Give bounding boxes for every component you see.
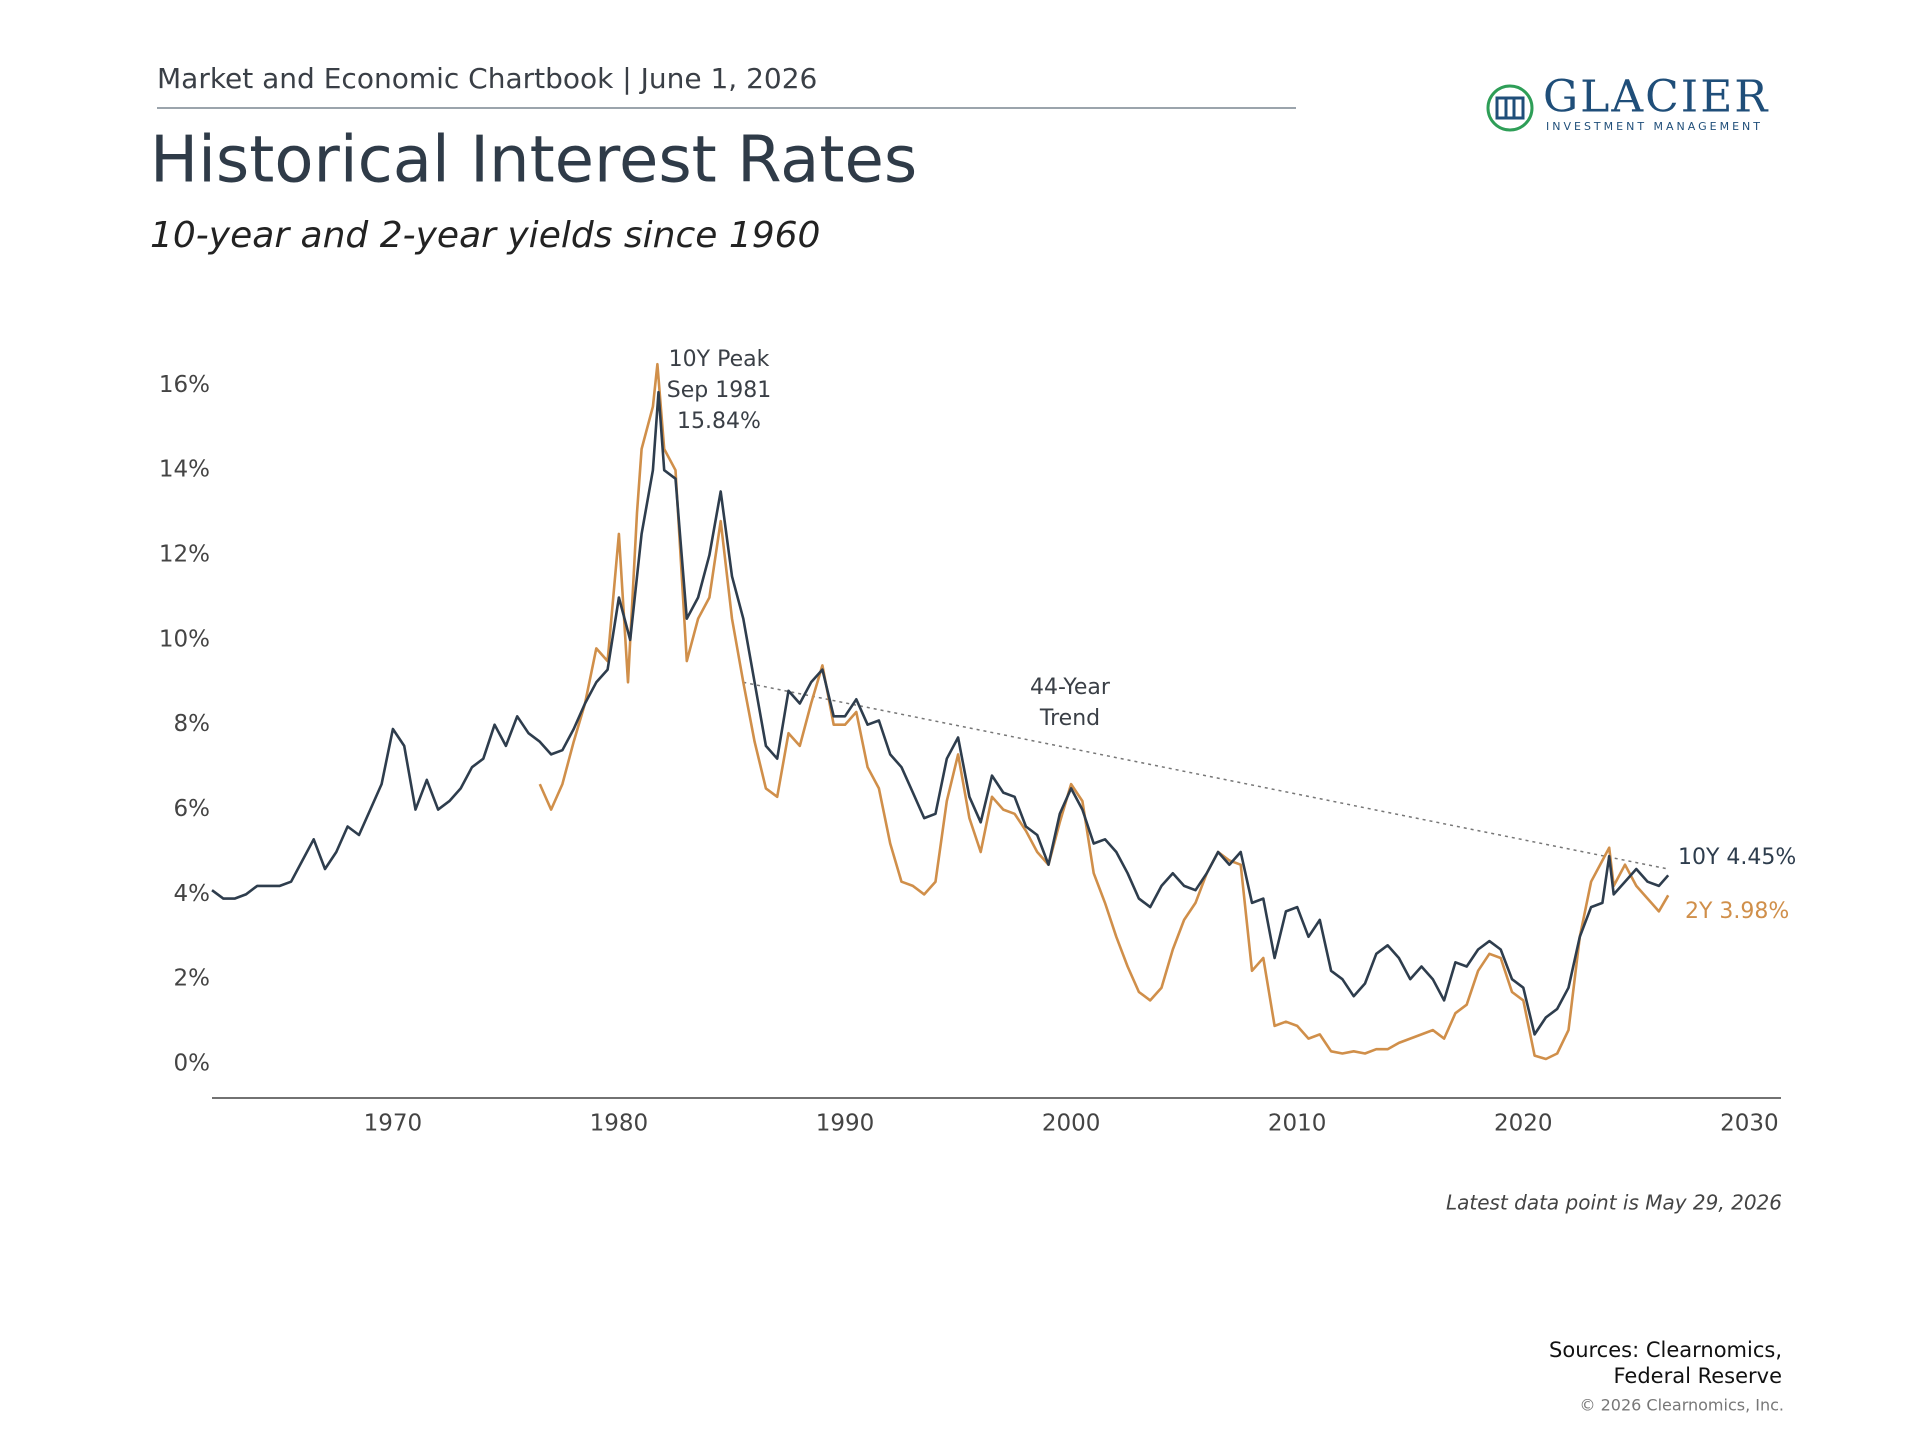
x-tick-label: 1990 <box>816 1111 875 1137</box>
peak-annotation: 15.84% <box>677 409 761 434</box>
sources: Federal Reserve <box>1613 1364 1782 1388</box>
y-tick-label: 16% <box>159 372 210 398</box>
y-tick-label: 4% <box>174 881 211 907</box>
trend-annotation: 44-Year <box>1030 675 1111 700</box>
x-tick-label: 1980 <box>590 1111 649 1137</box>
x-tick-label: 1970 <box>364 1111 423 1137</box>
y-tick-label: 10% <box>159 626 210 652</box>
logo-icon <box>1486 84 1534 132</box>
logo-tagline: INVESTMENT MANAGEMENT <box>1546 120 1763 133</box>
note: Latest data point is May 29, 2026 <box>1446 1191 1782 1215</box>
trend-annotation: Trend <box>1039 706 1100 731</box>
chart-title: Historical Interest Rates <box>150 124 917 198</box>
header: Market and Economic Chartbook | June 1, … <box>157 62 817 95</box>
trend-line <box>743 681 1669 870</box>
x-tick-label: 2030 <box>1720 1111 1779 1137</box>
y-tick-label: 8% <box>174 711 211 737</box>
x-tick-label: 2020 <box>1494 1111 1553 1137</box>
peak-annotation: 10Y Peak <box>669 347 770 372</box>
series-line <box>211 390 1670 1036</box>
end-label: 2Y 3.98% <box>1685 899 1789 924</box>
y-tick-label: 6% <box>174 796 211 822</box>
logo-name: GLACIER <box>1543 72 1769 123</box>
chart-subtitle: 10-year and 2-year yields since 1960 <box>150 215 820 256</box>
end-label: 10Y 4.45% <box>1678 845 1796 870</box>
sources: Sources: Clearnomics, <box>1549 1338 1782 1362</box>
y-tick-label: 14% <box>159 457 210 483</box>
y-tick-label: 0% <box>174 1051 211 1077</box>
y-tick-label: 2% <box>174 966 211 992</box>
y-tick-label: 12% <box>159 542 210 568</box>
x-tick-label: 2000 <box>1042 1111 1101 1137</box>
peak-annotation: Sep 1981 <box>667 378 771 403</box>
x-tick-label: 2010 <box>1268 1111 1327 1137</box>
series-line <box>538 362 1670 1061</box>
copyright: © 2026 Clearnomics, Inc. <box>1580 1396 1784 1415</box>
